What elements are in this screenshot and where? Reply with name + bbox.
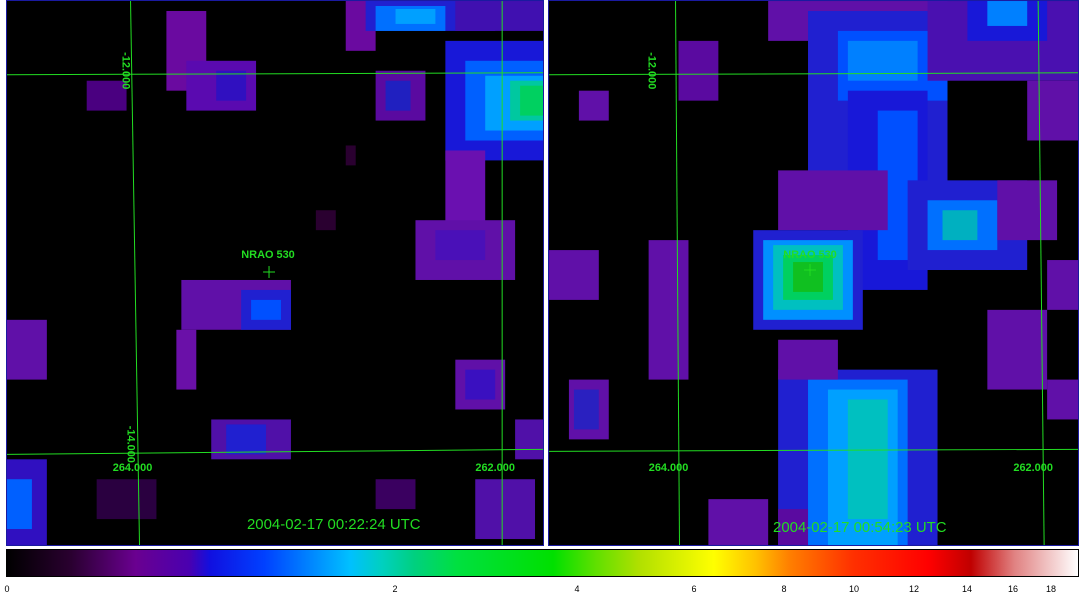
colorbar-tick: 0	[4, 584, 10, 594]
coordinate-grid-right	[549, 1, 1078, 545]
sky-map-left: NRAO 530 -12.000 -14.000 264.000 262.000…	[7, 1, 543, 545]
colorbar-tick: 14	[961, 584, 973, 594]
sky-map-right: NRAO 530 -12.000 264.000 262.000 2004-02…	[549, 1, 1078, 545]
colorbar[interactable]	[6, 549, 1079, 577]
crosshair-icon	[263, 266, 275, 278]
ra-label-left-1: 264.000	[113, 462, 153, 474]
dec-label-top-left: -12.000	[120, 52, 132, 89]
source-label-left: NRAO 530	[241, 249, 294, 261]
colorbar-tick: 16	[1007, 584, 1019, 594]
ra-label-right-1: 264.000	[649, 462, 689, 474]
colorbar-tick: 2	[392, 584, 398, 594]
colorbar-tick: 6	[691, 584, 697, 594]
sky-image-panel-right[interactable]: NRAO 530 -12.000 264.000 262.000 2004-02…	[548, 0, 1079, 546]
dec-label-top-right: -12.000	[646, 52, 658, 89]
colorbar-tick: 12	[908, 584, 920, 594]
colorbar-tick: 18	[1045, 584, 1057, 594]
colorbar-tick: 10	[848, 584, 860, 594]
emission-left	[7, 1, 543, 545]
timestamp-right: 2004-02-17 00:54:23 UTC	[773, 519, 947, 536]
dec-label-bottom-left: -14.000	[125, 426, 137, 463]
coordinate-grid-left	[7, 1, 543, 545]
colorbar-tick: 8	[781, 584, 787, 594]
sky-image-panel-left[interactable]: NRAO 530 -12.000 -14.000 264.000 262.000…	[6, 0, 544, 546]
colorbar-tick: 4	[574, 584, 580, 594]
ra-label-left-2: 262.000	[475, 462, 515, 474]
ra-label-right-2: 262.000	[1013, 462, 1053, 474]
emission-right	[549, 1, 1078, 545]
crosshair-icon	[804, 264, 816, 276]
source-label-right: NRAO 530	[783, 249, 837, 261]
timestamp-left: 2004-02-17 00:22:24 UTC	[247, 516, 421, 533]
